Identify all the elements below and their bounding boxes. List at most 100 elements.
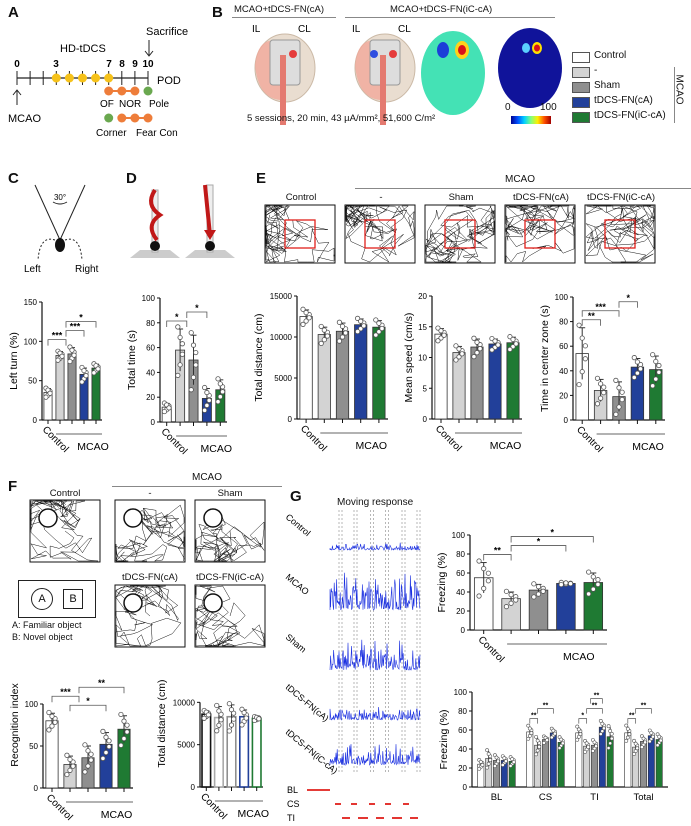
data-point (177, 362, 183, 368)
significance-label: ** (543, 703, 549, 710)
significance-label: * (537, 537, 541, 547)
panel-label-e: E (256, 170, 267, 187)
significance-bracket (483, 554, 512, 561)
data-point (376, 320, 382, 326)
brain-diagram-icca: IL CL (352, 24, 416, 125)
data-point (85, 748, 91, 754)
data-point (121, 736, 127, 742)
legend-label: - (594, 65, 598, 76)
data-point (658, 738, 663, 743)
data-point (188, 330, 194, 336)
title-tdcs-ca: MCAO+tDCS-FN(cA) (234, 4, 324, 15)
data-point (594, 744, 598, 749)
bar (647, 735, 655, 788)
significance-label: * (195, 303, 199, 313)
panel-label-f: F (8, 478, 18, 495)
nor-track (194, 584, 266, 648)
data-point (83, 373, 89, 379)
y-tick-label: 60 (146, 344, 155, 353)
y-tick-label: 40 (146, 368, 155, 377)
object-a (203, 593, 223, 613)
test-day-dot (104, 86, 114, 96)
data-point (558, 581, 564, 588)
data-point (256, 716, 262, 722)
day-label: 7 (106, 59, 112, 70)
y-tick-label: 100 (452, 531, 466, 540)
data-point (496, 759, 500, 764)
data-point (67, 756, 73, 763)
significance-label: *** (60, 687, 71, 697)
data-point (601, 390, 607, 396)
significance-bracket (78, 686, 125, 694)
data-point (64, 771, 70, 778)
y-tick-label: 5 (423, 384, 428, 393)
cl-label: CL (398, 24, 411, 35)
data-point (47, 390, 53, 396)
pod-label: POD (157, 75, 181, 87)
data-point (241, 710, 247, 716)
group-label: MCAO (490, 440, 522, 452)
x-label-control: Control (44, 792, 75, 823)
trace-label: MCAO (284, 572, 311, 597)
data-point (633, 741, 638, 746)
divider (345, 17, 555, 18)
data-point (69, 347, 75, 353)
data-point (336, 338, 343, 344)
significance-label: *** (595, 302, 606, 312)
data-point (166, 405, 172, 411)
test-day-dot (130, 113, 140, 123)
y-tick-label: 60 (559, 342, 568, 351)
data-point (619, 396, 625, 403)
colorbar-min: 0 (505, 102, 511, 113)
y-tick-label: 0 (191, 783, 196, 792)
x-label-control: Control (40, 424, 71, 455)
data-point (106, 744, 112, 750)
bar (335, 330, 350, 420)
data-point (336, 319, 343, 325)
of-group-label: - (379, 192, 383, 203)
data-point (485, 578, 491, 584)
significance-bracket (627, 718, 637, 724)
data-point (214, 702, 220, 709)
data-point (634, 359, 641, 365)
data-point (204, 389, 210, 396)
data-point (306, 315, 312, 321)
data-point (602, 726, 606, 731)
y-tick-label: 50 (28, 377, 37, 386)
significance-bracket (69, 704, 107, 712)
significance-label: *** (52, 331, 63, 341)
y-tick-label: 20 (146, 393, 155, 402)
data-point (575, 737, 580, 742)
data-point (627, 732, 632, 737)
data-point (592, 740, 597, 745)
data-point (526, 723, 531, 728)
colorbar (511, 116, 551, 124)
hd-tdcs-label: HD-tDCS (60, 43, 106, 55)
data-point (624, 738, 629, 743)
divider (232, 17, 336, 18)
data-point (88, 757, 94, 763)
test-label-nor: NOR (119, 99, 141, 110)
significance-bracket (586, 708, 603, 714)
test-day-dot (104, 113, 114, 123)
data-point (453, 343, 459, 349)
y-tick-label: 80 (458, 707, 467, 716)
data-point (91, 370, 97, 376)
familiar-object: A (31, 588, 53, 610)
data-point (513, 341, 519, 347)
tdcs-session-dot (91, 73, 101, 83)
bar (372, 326, 386, 420)
data-point (321, 327, 327, 333)
nor-track (194, 499, 266, 563)
tdcs-session-dot (51, 73, 61, 83)
significance-bracket (186, 311, 208, 318)
data-point (600, 729, 605, 734)
data-point (477, 766, 482, 771)
data-point (453, 357, 459, 363)
data-point (231, 716, 237, 722)
data-point (118, 742, 124, 748)
nor-track (29, 499, 101, 563)
y-tick-label: 20 (456, 607, 465, 616)
legend-group-label: MCAO (673, 74, 685, 105)
bar (452, 352, 466, 420)
